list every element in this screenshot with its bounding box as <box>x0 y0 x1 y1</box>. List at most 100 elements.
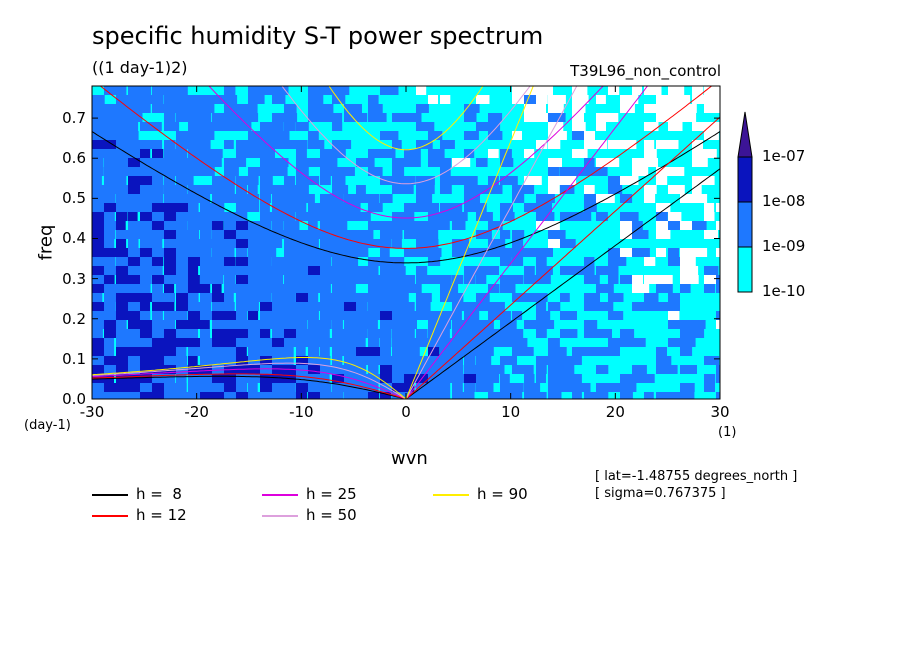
heatmap-cell <box>524 203 539 212</box>
heatmap-cell <box>344 392 359 399</box>
heatmap-cell <box>368 293 386 302</box>
heatmap-cell <box>428 230 439 239</box>
heatmap-cell <box>452 248 465 257</box>
heatmap-cell <box>296 338 312 347</box>
heatmap-cell <box>176 392 195 399</box>
kelvin-curve-h8 <box>405 168 720 399</box>
heatmap-cell <box>200 248 212 257</box>
heatmap-cell <box>164 140 176 149</box>
heatmap-cell <box>344 266 358 275</box>
heatmap-cell <box>656 392 669 399</box>
heatmap-cell <box>104 266 121 275</box>
heatmap-cell <box>128 212 138 221</box>
heatmap-cell <box>668 104 686 113</box>
heatmap-cell <box>296 194 315 203</box>
heatmap-cell <box>536 257 547 266</box>
heatmap-cell <box>476 347 494 356</box>
dispersion-curves <box>92 86 720 399</box>
heatmap-cell <box>404 212 415 221</box>
heatmap-cell <box>248 221 262 230</box>
heatmap-cell <box>380 302 398 311</box>
heatmap-cell <box>344 212 358 221</box>
heatmap-cell <box>248 320 264 329</box>
heatmap-cell <box>368 113 387 122</box>
rossby-curve-h50 <box>92 362 407 399</box>
heatmap-cell <box>500 329 516 338</box>
heatmap-cell <box>560 365 575 374</box>
heatmap-cell <box>560 239 576 248</box>
heatmap-cell <box>440 392 451 399</box>
heatmap-cell <box>200 275 217 284</box>
heatmap-cell <box>404 365 418 374</box>
heatmap-cell <box>92 311 106 320</box>
heatmap-cell <box>548 104 564 113</box>
heatmap-cell <box>440 293 459 302</box>
heatmap-cell <box>248 347 268 356</box>
heatmap-cell <box>464 176 478 185</box>
heatmap-cell <box>224 374 242 383</box>
heatmap-cell <box>116 86 127 95</box>
heatmap-cell <box>200 293 215 302</box>
heatmap-cell <box>428 347 440 356</box>
heatmap-cell <box>236 212 248 221</box>
heatmap-cell <box>596 95 606 104</box>
heatmap-cell <box>128 284 146 293</box>
heatmap-cell <box>128 176 143 185</box>
gravity-curve-h25 <box>208 86 604 219</box>
heatmap-cell <box>188 212 201 221</box>
heatmap-cell <box>548 140 561 149</box>
heatmap-cell <box>392 176 409 185</box>
heatmap-cell <box>368 104 383 113</box>
heatmap-cell <box>224 158 242 167</box>
heatmap-cell <box>320 356 331 365</box>
heatmap-cell <box>512 194 525 203</box>
heatmap-cell <box>308 158 323 167</box>
heatmap-cell <box>188 221 205 230</box>
heatmap-cell <box>416 293 432 302</box>
heatmap-cell <box>680 248 694 257</box>
heatmap-cell <box>296 347 306 356</box>
heatmap-cell <box>548 338 560 347</box>
heatmap-cell <box>536 365 547 374</box>
heatmap-cell <box>152 176 164 185</box>
heatmap-cell <box>476 293 490 302</box>
heatmap-cell <box>548 356 566 365</box>
heatmap-cell <box>392 167 405 176</box>
heatmap-cell <box>272 329 292 338</box>
heatmap-cell <box>164 392 180 399</box>
heatmap-cell <box>692 86 704 95</box>
heatmap-cell <box>128 203 146 212</box>
heatmap-cell <box>692 320 706 329</box>
heatmap-cell <box>404 356 420 365</box>
heatmap-cell <box>320 86 334 95</box>
heatmap-cell <box>284 194 300 203</box>
heatmap-cell <box>632 86 642 95</box>
heatmap-cell <box>452 365 464 374</box>
heatmap-cell <box>164 284 175 293</box>
heatmap-cell <box>248 203 260 212</box>
heatmap-cell <box>656 104 672 113</box>
heatmap-cell <box>260 347 278 356</box>
heatmap-cell <box>224 185 235 194</box>
heatmap-cell <box>272 158 289 167</box>
heatmap-cell <box>128 356 142 365</box>
heatmap-cell <box>152 284 163 293</box>
heatmap-cell <box>116 293 133 302</box>
colorbar-label: 1e-08 <box>762 192 806 210</box>
heatmap-cell <box>308 86 326 95</box>
heatmap-cell <box>224 95 238 104</box>
heatmap-cell <box>596 383 615 392</box>
heatmap-cell <box>464 275 476 284</box>
heatmap-cell <box>380 311 396 320</box>
heatmap-cell <box>524 275 540 284</box>
heatmap-cell <box>704 230 718 239</box>
heatmap-cell <box>212 122 231 131</box>
heatmap-cell <box>200 284 211 293</box>
heatmap-cell <box>260 365 274 374</box>
heatmap-cell <box>680 347 693 356</box>
heatmap-cell <box>152 203 167 212</box>
heatmap-cell <box>188 149 201 158</box>
chart-title: specific humidity S-T power spectrum <box>92 22 544 50</box>
heatmap-cell <box>92 149 106 158</box>
heatmap-cell <box>104 104 122 113</box>
